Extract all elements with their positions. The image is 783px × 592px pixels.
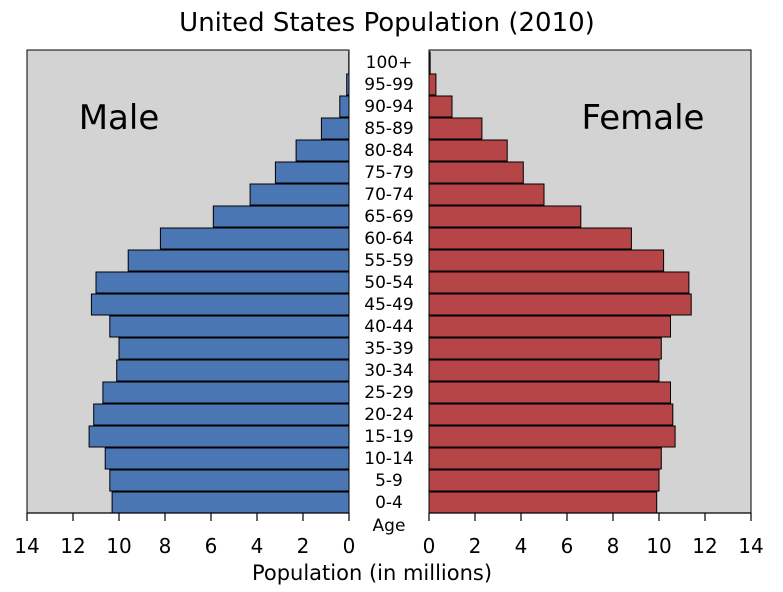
male-tick-label-14: 14 bbox=[14, 534, 39, 558]
male-bar-80-84 bbox=[295, 139, 350, 162]
female-bar-75-79 bbox=[428, 161, 524, 184]
age-label-65-69: 65-69 bbox=[364, 207, 413, 227]
age-label-50-54: 50-54 bbox=[364, 273, 413, 293]
male-bar-85-89 bbox=[320, 117, 350, 140]
female-bar-35-39 bbox=[428, 337, 662, 360]
male-bar-45-49 bbox=[90, 293, 350, 316]
female-bars bbox=[428, 51, 692, 514]
age-label-40-44: 40-44 bbox=[364, 317, 413, 337]
female-bar-100+ bbox=[428, 51, 431, 74]
female-bar-45-49 bbox=[428, 293, 692, 316]
female-bar-95-99 bbox=[428, 73, 437, 96]
age-label-75-79: 75-79 bbox=[364, 163, 413, 183]
legend-male: Male bbox=[79, 98, 160, 138]
female-bar-70-74 bbox=[428, 183, 545, 206]
age-label-10-14: 10-14 bbox=[364, 449, 413, 469]
male-bar-60-64 bbox=[159, 227, 350, 250]
female-tick-label-4: 4 bbox=[515, 534, 528, 558]
female-bar-20-24 bbox=[428, 403, 674, 426]
female-bar-85-89 bbox=[428, 117, 483, 140]
female-bar-10-14 bbox=[428, 447, 662, 470]
age-label-0-4: 0-4 bbox=[375, 493, 403, 513]
female-tick-label-10: 10 bbox=[646, 534, 671, 558]
male-tick-label-2: 2 bbox=[297, 534, 310, 558]
male-bar-90-94 bbox=[339, 95, 350, 118]
female-bar-30-34 bbox=[428, 359, 660, 382]
female-bar-0-4 bbox=[428, 491, 658, 514]
male-bar-75-79 bbox=[274, 161, 350, 184]
female-tick-label-0: 0 bbox=[423, 534, 436, 558]
male-bar-15-19 bbox=[88, 425, 350, 448]
male-bar-50-54 bbox=[95, 271, 350, 294]
female-bar-55-59 bbox=[428, 249, 665, 272]
age-label-80-84: 80-84 bbox=[364, 141, 413, 161]
female-bar-40-44 bbox=[428, 315, 671, 338]
male-bar-95-99 bbox=[346, 73, 350, 96]
female-bar-50-54 bbox=[428, 271, 690, 294]
female-tick-label-12: 12 bbox=[692, 534, 717, 558]
age-label-100+: 100+ bbox=[366, 53, 413, 73]
chart-title: United States Population (2010) bbox=[179, 8, 595, 38]
male-bar-70-74 bbox=[249, 183, 350, 206]
male-tick-label-8: 8 bbox=[159, 534, 172, 558]
age-label-95-99: 95-99 bbox=[364, 75, 413, 95]
male-bar-40-44 bbox=[109, 315, 350, 338]
male-bar-0-4 bbox=[111, 491, 350, 514]
age-label-25-29: 25-29 bbox=[364, 383, 413, 403]
age-label-30-34: 30-34 bbox=[364, 361, 413, 381]
age-label-5-9: 5-9 bbox=[375, 471, 403, 491]
legend-female: Female bbox=[582, 98, 705, 138]
female-bar-5-9 bbox=[428, 469, 660, 492]
age-label-45-49: 45-49 bbox=[364, 295, 413, 315]
female-bar-90-94 bbox=[428, 95, 453, 118]
male-bar-25-29 bbox=[102, 381, 350, 404]
female-bar-80-84 bbox=[428, 139, 508, 162]
female-bar-60-64 bbox=[428, 227, 632, 250]
age-label-90-94: 90-94 bbox=[364, 97, 413, 117]
male-bar-65-69 bbox=[212, 205, 350, 228]
male-tick-label-12: 12 bbox=[60, 534, 85, 558]
female-tick-label-14: 14 bbox=[738, 534, 763, 558]
age-label-55-59: 55-59 bbox=[364, 251, 413, 271]
x-axis-label: Population (in millions) bbox=[252, 561, 492, 585]
male-tick-label-4: 4 bbox=[251, 534, 264, 558]
age-label-85-89: 85-89 bbox=[364, 119, 413, 139]
age-label-15-19: 15-19 bbox=[364, 427, 413, 447]
female-bar-15-19 bbox=[428, 425, 676, 448]
age-labels: 0-45-910-1415-1920-2425-2930-3435-3940-4… bbox=[364, 53, 413, 513]
male-tick-label-10: 10 bbox=[106, 534, 131, 558]
male-bar-30-34 bbox=[116, 359, 350, 382]
female-bar-25-29 bbox=[428, 381, 671, 404]
female-tick-label-8: 8 bbox=[607, 534, 620, 558]
male-bar-5-9 bbox=[109, 469, 350, 492]
male-bar-35-39 bbox=[118, 337, 350, 360]
male-bars bbox=[88, 51, 350, 514]
age-axis-label: Age bbox=[373, 516, 406, 536]
male-bar-10-14 bbox=[104, 447, 350, 470]
female-tick-label-6: 6 bbox=[561, 534, 574, 558]
male-ticks: 0 2 4 6 8 10 12 14 bbox=[14, 513, 355, 558]
female-tick-label-2: 2 bbox=[469, 534, 482, 558]
age-label-70-74: 70-74 bbox=[364, 185, 413, 205]
male-tick-label-6: 6 bbox=[205, 534, 218, 558]
male-tick-label-0: 0 bbox=[343, 534, 356, 558]
age-label-20-24: 20-24 bbox=[364, 405, 413, 425]
male-bar-55-59 bbox=[127, 249, 350, 272]
male-bar-20-24 bbox=[93, 403, 350, 426]
female-bar-65-69 bbox=[428, 205, 582, 228]
female-ticks: 0 2 4 6 8 10 12 14 bbox=[423, 513, 764, 558]
age-label-60-64: 60-64 bbox=[364, 229, 413, 249]
age-label-35-39: 35-39 bbox=[364, 339, 413, 359]
